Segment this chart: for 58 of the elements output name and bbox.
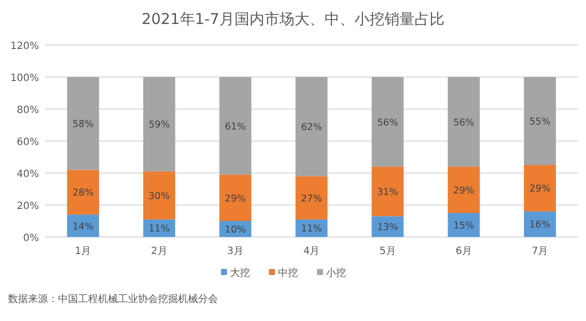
data-label: 10% — [224, 224, 246, 236]
bar — [448, 166, 480, 213]
data-label: 29% — [224, 193, 246, 204]
x-tick-label: 5月 — [379, 246, 396, 257]
data-label: 61% — [224, 121, 246, 132]
data-label: 15% — [453, 220, 474, 232]
data-label: 11% — [300, 224, 322, 235]
y-tick-label: 80% — [16, 105, 39, 116]
y-tick-label: 120% — [10, 41, 39, 52]
source-note: 数据来源：中国工程机械工业协会挖掘机械分会 — [8, 293, 218, 305]
bar — [448, 77, 480, 167]
x-tick-label: 3月 — [227, 246, 244, 257]
data-label: 16% — [529, 220, 550, 231]
data-label: 27% — [300, 193, 322, 204]
bar — [67, 170, 100, 215]
y-tick-label: 20% — [16, 201, 39, 212]
bar — [219, 174, 252, 221]
bar — [296, 77, 328, 176]
bar — [524, 165, 556, 212]
data-label: 62% — [300, 122, 322, 134]
bar — [143, 171, 176, 220]
bar — [448, 213, 480, 237]
data-label: 29% — [529, 184, 550, 195]
data-label: 14% — [72, 221, 94, 232]
bar — [524, 77, 556, 165]
chart-title: 2021年1-7月国内市场大、中、小挖销量占比 — [142, 10, 444, 28]
bar — [372, 77, 404, 167]
data-label: 56% — [377, 117, 398, 128]
data-label: 56% — [453, 117, 474, 128]
x-tick-label: 4月 — [303, 246, 320, 257]
bar — [67, 214, 100, 237]
data-label: 59% — [148, 120, 170, 131]
x-tick-label: 7月 — [532, 246, 548, 257]
x-tick-label: 2月 — [151, 246, 168, 257]
data-label: 55% — [529, 116, 550, 128]
y-tick-label: 0% — [23, 233, 39, 244]
y-tick-label: 60% — [16, 137, 39, 148]
data-label: 58% — [72, 118, 94, 130]
data-label: 29% — [453, 185, 474, 196]
bar — [372, 166, 404, 216]
bar — [67, 77, 100, 170]
data-label: 30% — [148, 190, 170, 202]
bar — [219, 77, 252, 175]
x-tick-label: 6月 — [456, 246, 472, 257]
legend-label: 中挖 — [278, 267, 298, 279]
bar — [296, 176, 328, 220]
data-label: 13% — [377, 222, 398, 234]
legend-label: 大挖 — [230, 267, 250, 279]
bar — [524, 211, 556, 237]
y-tick-label: 40% — [16, 169, 39, 180]
bar — [143, 77, 176, 172]
x-tick-label: 1月 — [74, 246, 92, 257]
data-label: 31% — [377, 186, 398, 198]
bar — [372, 216, 404, 237]
legend-label: 小挖 — [326, 267, 346, 279]
y-tick-label: 100% — [10, 73, 39, 84]
data-label: 28% — [72, 188, 94, 199]
data-label: 11% — [148, 224, 170, 235]
